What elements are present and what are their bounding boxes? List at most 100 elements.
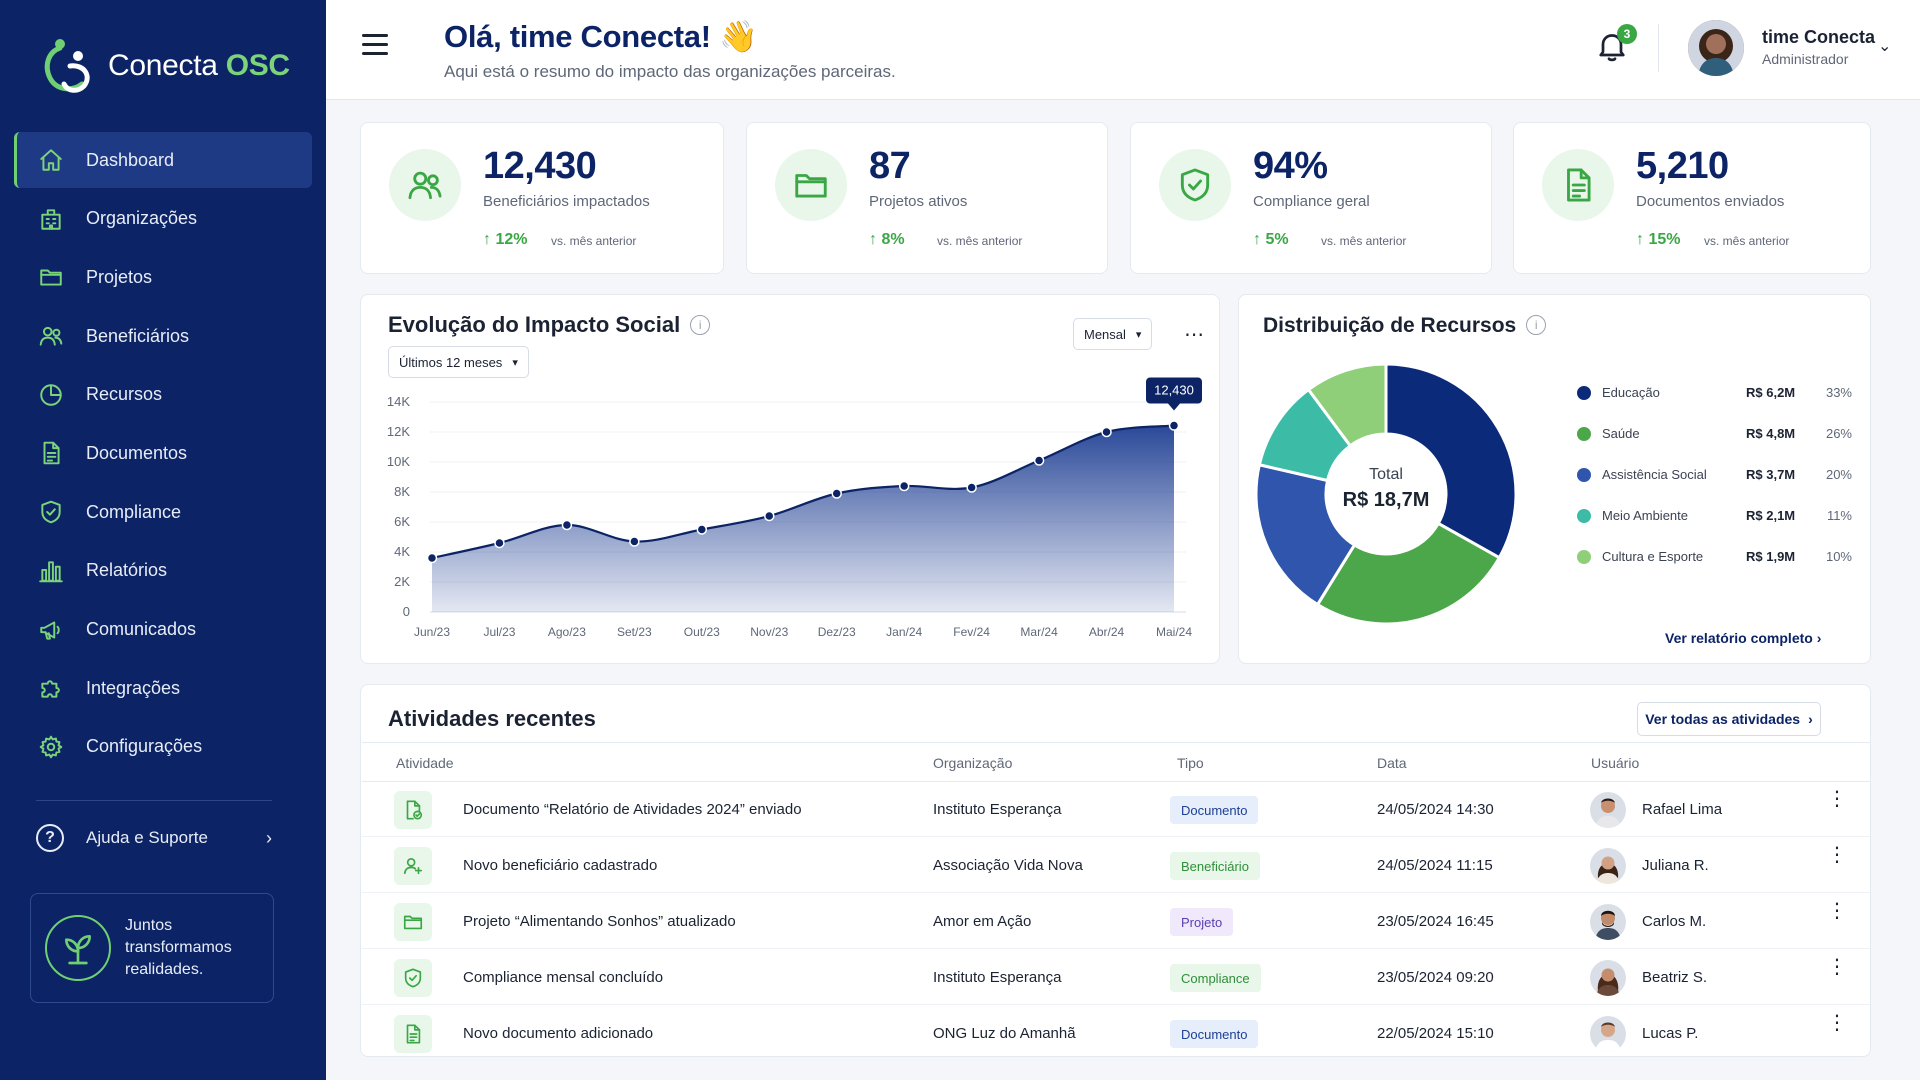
column-header[interactable]: Tipo (1177, 755, 1204, 771)
sidebar-item-label: Recursos (86, 384, 163, 405)
range-select[interactable]: Últimos 12 meses ▾ (388, 346, 529, 378)
activity-date: 23/05/2024 09:20 (1377, 969, 1494, 986)
donut-slice[interactable] (1306, 362, 1388, 448)
legend-value: R$ 1,9M (1746, 549, 1796, 564)
sidebar-item-integracoes[interactable]: Integrações (14, 660, 312, 716)
view-report-link[interactable]: Ver relatório completo › (1665, 630, 1822, 646)
data-point[interactable] (494, 537, 505, 549)
sidebar-item-documentos[interactable]: Documentos (14, 425, 312, 481)
user-role: Administrador (1762, 51, 1849, 67)
arrow-up-icon: ↑ (869, 231, 882, 248)
donut-total-value: R$ 18,7M (1342, 489, 1430, 511)
megaphone-icon (36, 615, 66, 645)
legend-item[interactable]: Saúde R$ 4,8M 26% (1562, 419, 1852, 460)
legend-label: Saúde (1602, 426, 1640, 441)
document-icon (394, 1015, 432, 1053)
y-tick-label: 8K (394, 484, 410, 499)
info-icon[interactable]: i (1526, 315, 1547, 335)
stat-delta: ↑ 15% (1636, 231, 1681, 248)
legend-label: Cultura e Esporte (1602, 549, 1704, 564)
sidebar-item-compliance[interactable]: Compliance (14, 484, 312, 540)
donut-slice[interactable] (1254, 462, 1357, 607)
app-logo[interactable]: Conecta OSC (40, 36, 290, 96)
data-point[interactable] (831, 488, 842, 499)
data-point[interactable] (696, 524, 708, 535)
bell-icon[interactable] (1594, 28, 1630, 64)
table-row[interactable]: Novo beneficiário cadastrado Associação … (362, 838, 1870, 893)
sidebar-item-recursos[interactable]: Recursos (14, 367, 312, 423)
x-tick-label: Jul/23 (483, 625, 515, 639)
arrow-up-icon: ↑ (483, 231, 496, 248)
arrow-up-icon: ↑ (1636, 231, 1649, 248)
data-point[interactable] (1033, 455, 1045, 466)
sidebar-item-comunicados[interactable]: Comunicados (14, 602, 312, 658)
activity-date: 24/05/2024 11:15 (1377, 857, 1493, 874)
y-tick-label: 10K (387, 454, 410, 469)
row-more-icon[interactable]: ⋮ (1827, 844, 1847, 866)
data-point[interactable] (1168, 420, 1180, 431)
chevron-down-icon[interactable]: ⌄ (1878, 38, 1892, 55)
more-options-icon[interactable]: ⋯ (1184, 324, 1205, 346)
stat-label: Projetos ativos (869, 193, 968, 210)
x-tick-label: Nov/23 (750, 625, 788, 639)
stat-card-projetos[interactable]: 87 Projetos ativos ↑ 8% vs. mês anterior (746, 122, 1108, 274)
sidebar-item-organizacoes[interactable]: Organizações (14, 191, 312, 247)
data-point[interactable] (629, 536, 640, 547)
data-point[interactable] (966, 482, 977, 493)
stat-card-beneficiarios[interactable]: 12,430 Beneficiários impactados ↑ 12% vs… (360, 122, 724, 274)
help-support-link[interactable]: ? Ajuda e Suporte › (36, 818, 272, 858)
row-more-icon[interactable]: ⋮ (1827, 788, 1847, 810)
sidebar-item-label: Organizações (86, 208, 198, 229)
data-point[interactable] (898, 480, 910, 492)
sidebar-item-beneficiarios[interactable]: Beneficiários (14, 308, 312, 364)
table-row[interactable]: Documento “Relatório de Atividades 2024”… (362, 782, 1870, 837)
legend-dot (1577, 550, 1591, 564)
activity-org: Instituto Esperança (933, 969, 1062, 986)
legend-item[interactable]: Meio Ambiente R$ 2,1M 11% (1562, 501, 1852, 542)
legend-item[interactable]: Educação R$ 6,2M 33% (1562, 378, 1852, 419)
donut-slice[interactable] (1384, 362, 1518, 560)
avatar (1590, 960, 1626, 996)
sidebar-item-dashboard[interactable]: Dashboard (14, 132, 312, 188)
activity-text: Compliance mensal concluído (463, 969, 664, 986)
data-point[interactable] (561, 519, 573, 531)
legend-item[interactable]: Cultura e Esporte R$ 1,9M 10% (1562, 542, 1852, 583)
table-row[interactable]: Projeto “Alimentando Sonhos” atualizado … (362, 894, 1870, 949)
app-name: Conecta OSC (108, 49, 290, 82)
legend-percent: 26% (1825, 426, 1852, 441)
sidebar-divider (36, 800, 272, 801)
view-all-activities-button[interactable]: Ver todas as atividades › (1637, 702, 1821, 736)
table-row[interactable]: Novo documento adicionado ONG Luz do Ama… (362, 1006, 1870, 1061)
data-point[interactable] (426, 552, 438, 564)
data-point[interactable] (1101, 426, 1112, 438)
stat-delta: ↑ 8% (869, 231, 905, 248)
row-more-icon[interactable]: ⋮ (1827, 900, 1847, 922)
activity-org: Instituto Esperança (933, 801, 1062, 818)
stat-compare: vs. mês anterior (937, 234, 1023, 248)
sidebar-item-label: Relatórios (86, 560, 168, 581)
column-header[interactable]: Organização (933, 755, 1013, 771)
stat-card-compliance[interactable]: 94% Compliance geral ↑ 5% vs. mês anteri… (1130, 122, 1492, 274)
column-header[interactable]: Atividade (396, 755, 454, 771)
avatar[interactable] (1688, 20, 1744, 76)
info-icon[interactable]: i (690, 315, 711, 335)
table-row[interactable]: Compliance mensal concluído Instituto Es… (362, 950, 1870, 1005)
column-header[interactable]: Data (1377, 755, 1407, 771)
sidebar-item-projetos[interactable]: Projetos (14, 249, 312, 305)
stat-card-documentos[interactable]: 5,210 Documentos enviados ↑ 15% vs. mês … (1513, 122, 1871, 274)
activities-title: Atividades recentes (388, 706, 596, 731)
sidebar-item-configuracoes[interactable]: Configurações (14, 719, 312, 775)
activity-org: ONG Luz do Amanhã (933, 1025, 1076, 1042)
row-more-icon[interactable]: ⋮ (1827, 1012, 1847, 1034)
row-more-icon[interactable]: ⋮ (1827, 956, 1847, 978)
period-select[interactable]: Mensal ▾ (1073, 318, 1153, 350)
column-header[interactable]: Usuário (1591, 755, 1640, 771)
menu-toggle-button[interactable] (362, 34, 388, 56)
user-name[interactable]: time Conecta (1762, 27, 1876, 47)
legend-value: R$ 4,8M (1746, 426, 1796, 441)
legend-item[interactable]: Assistência Social R$ 3,7M 20% (1562, 460, 1852, 501)
sidebar-item-relatorios[interactable]: Relatórios (14, 543, 312, 599)
donut-slice[interactable] (1315, 521, 1502, 626)
data-point[interactable] (764, 510, 775, 522)
help-label: Ajuda e Suporte (86, 828, 208, 847)
